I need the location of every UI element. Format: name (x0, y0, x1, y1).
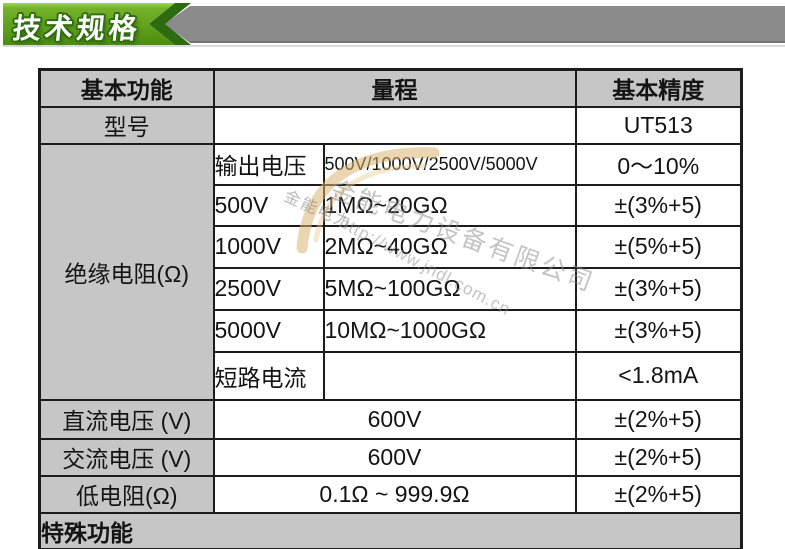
banner-gray-bar-edge (190, 41, 785, 43)
insulation-sub-cell: 2500V (212, 266, 325, 311)
ac-voltage-row: 交流电压 (V) 600V ±(2%+5) (38, 437, 743, 477)
insulation-sub-cell: 500V (212, 183, 325, 227)
banner-gray-bar (164, 6, 785, 43)
insulation-sub-cell: 输出电压 (212, 142, 325, 186)
insulation-accuracy-cell: <1.8mA (574, 350, 743, 401)
page-banner: 技术规格 (0, 0, 785, 50)
insulation-sub-cell: 短路电流 (212, 350, 325, 401)
ac-voltage-label-cell: 交流电压 (V) (38, 437, 215, 477)
insulation-accuracy-cell: ±(3%+5) (574, 308, 743, 353)
insulation-sub-cell: 1000V (212, 224, 325, 269)
col-header-accuracy: 基本精度 (574, 68, 743, 108)
low-resistance-range-cell: 0.1Ω ~ 999.9Ω (212, 474, 577, 514)
insulation-range-cell: 500V/1000V/2500V/5000V (322, 142, 577, 186)
model-row: 型号 UT513 (38, 105, 743, 145)
insulation-accuracy-cell: ±(3%+5) (574, 183, 743, 227)
insulation-label-cell: 绝缘电阻(Ω) (38, 142, 215, 401)
special-functions-cell: 特殊功能 (38, 511, 743, 549)
col-header-range: 量程 (212, 68, 577, 108)
low-resistance-row: 低电阻(Ω) 0.1Ω ~ 999.9Ω ±(2%+5) (38, 474, 743, 514)
insulation-sub-cell: 5000V (212, 308, 325, 353)
low-resistance-label-cell: 低电阻(Ω) (38, 474, 215, 514)
insulation-accuracy-cell: ±(5%+5) (574, 224, 743, 269)
insulation-range-cell (322, 350, 577, 401)
banner-chevron-icon (149, 3, 191, 45)
dc-voltage-range-cell: 600V (212, 398, 577, 440)
insulation-short-circuit-row: 短路电流 <1.8mA (40, 350, 743, 401)
banner-shadow (3, 45, 785, 47)
model-range-cell (212, 105, 577, 145)
special-functions-row: 特殊功能 (38, 511, 743, 549)
table-header-row: 基本功能 量程 基本精度 (38, 68, 743, 108)
insulation-5000v-row: 5000V 10MΩ~1000GΩ ±(3%+5) (40, 308, 743, 353)
ac-voltage-accuracy-cell: ±(2%+5) (574, 437, 743, 477)
insulation-2500v-row: 2500V 5MΩ~100GΩ ±(3%+5) (40, 266, 743, 311)
col-header-basic-function: 基本功能 (38, 68, 215, 108)
model-label-cell: 型号 (38, 105, 215, 145)
banner-ribbon (3, 3, 175, 45)
low-resistance-accuracy-cell: ±(2%+5) (574, 474, 743, 514)
insulation-range-cell: 2MΩ~40GΩ (322, 224, 577, 269)
dc-voltage-row: 直流电压 (V) 600V ±(2%+5) (38, 398, 743, 440)
insulation-accuracy-cell: ±(3%+5) (574, 266, 743, 311)
banner-title: 技术规格 (11, 13, 143, 44)
model-accuracy-cell: UT513 (574, 105, 743, 145)
insulation-range-cell: 5MΩ~100GΩ (322, 266, 577, 311)
insulation-range-cell: 1MΩ~20GΩ (322, 183, 577, 227)
dc-voltage-label-cell: 直流电压 (V) (38, 398, 215, 440)
dc-voltage-accuracy-cell: ±(2%+5) (574, 398, 743, 440)
spec-table: 基本功能 量程 基本精度 型号 UT513 绝缘电阻(Ω) 输出电压 500V/… (38, 68, 743, 549)
insulation-range-cell: 10MΩ~1000GΩ (322, 308, 577, 353)
insulation-output-row: 绝缘电阻(Ω) 输出电压 500V/1000V/2500V/5000V 0～10… (38, 142, 743, 401)
ac-voltage-range-cell: 600V (212, 437, 577, 477)
insulation-accuracy-cell: 0～10% (574, 142, 743, 186)
banner-graphic (3, 3, 785, 47)
